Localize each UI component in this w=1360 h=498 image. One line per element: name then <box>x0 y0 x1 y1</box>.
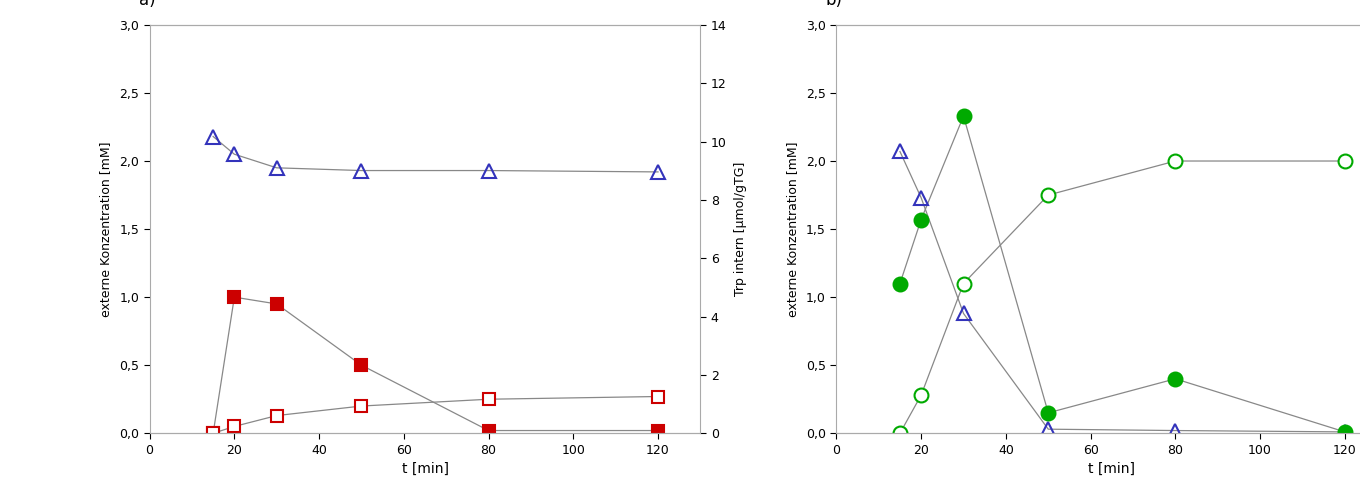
Text: a): a) <box>139 0 155 8</box>
X-axis label: t [min]: t [min] <box>401 462 449 476</box>
Y-axis label: externe Konzentration [mM]: externe Konzentration [mM] <box>786 141 800 317</box>
Text: b): b) <box>826 0 842 8</box>
Y-axis label: externe Konzentration [mM]: externe Konzentration [mM] <box>99 141 113 317</box>
X-axis label: t [min]: t [min] <box>1088 462 1136 476</box>
Y-axis label: Trp intern [μmol/gTG]: Trp intern [μmol/gTG] <box>733 162 747 296</box>
